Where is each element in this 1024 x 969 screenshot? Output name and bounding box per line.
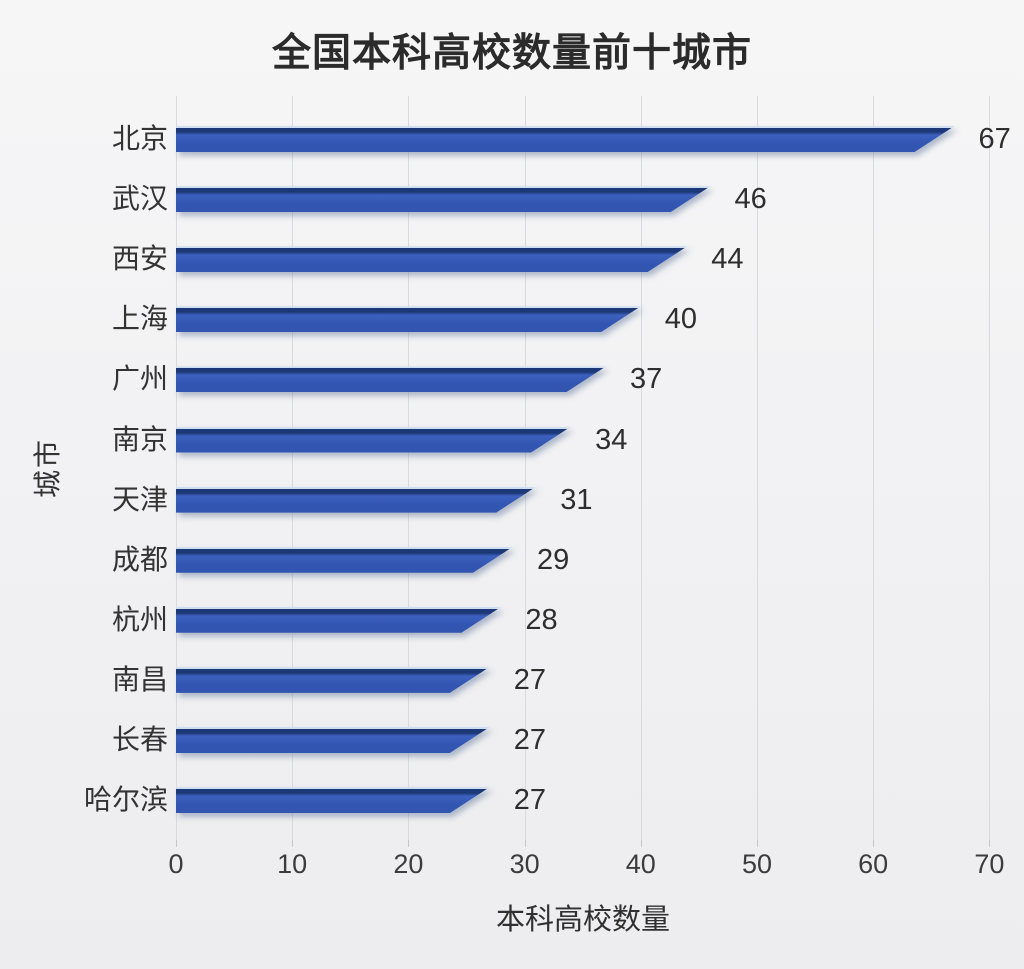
value-label: 40 xyxy=(664,303,698,336)
gridline xyxy=(640,96,642,845)
value-label: 31 xyxy=(560,483,593,516)
bar-row: 哈尔滨 27 xyxy=(0,784,1024,817)
gridline xyxy=(524,96,526,845)
bar-fill xyxy=(176,787,490,813)
value-label: 27 xyxy=(513,663,546,696)
x-axis-tick xyxy=(873,840,875,847)
bar-fill xyxy=(176,667,490,693)
bar-row: 杭州 28 xyxy=(0,603,1024,636)
bar-fill xyxy=(176,727,490,753)
x-axis-tick xyxy=(176,840,177,847)
value-label: 37 xyxy=(629,363,663,396)
bar-row: 天津 31 xyxy=(0,483,1024,516)
bar xyxy=(176,306,641,332)
category-label: 杭州 xyxy=(111,603,168,635)
category-label: 南京 xyxy=(111,423,168,455)
category-label: 哈尔滨 xyxy=(83,784,168,816)
x-axis-tick xyxy=(408,840,410,847)
bar-row: 上海 40 xyxy=(0,303,1024,336)
value-label: 34 xyxy=(595,423,628,456)
x-axis-tick-label: 70 xyxy=(974,849,1005,879)
bar xyxy=(176,246,687,272)
x-axis-tick-label: 10 xyxy=(277,849,308,879)
x-axis-tick-label: 60 xyxy=(858,849,889,879)
bar xyxy=(176,487,536,513)
bar xyxy=(176,727,490,753)
value-label: 46 xyxy=(734,183,767,216)
category-label: 北京 xyxy=(111,123,168,154)
x-axis-tick-label: 20 xyxy=(393,849,424,879)
x-axis-tick xyxy=(524,840,526,847)
bar xyxy=(176,667,490,693)
bar-row: 西安 44 xyxy=(0,243,1024,276)
category-label: 西安 xyxy=(111,243,168,275)
bar xyxy=(176,787,490,813)
bar-row: 南京 34 xyxy=(0,423,1024,456)
category-label: 上海 xyxy=(111,303,168,335)
gridline xyxy=(176,96,177,845)
value-label: 28 xyxy=(525,603,558,636)
bar-row: 广州 37 xyxy=(0,363,1024,396)
value-label: 44 xyxy=(711,243,744,276)
bar-row: 武汉 46 xyxy=(0,183,1024,216)
x-axis-tick-label: 0 xyxy=(168,849,184,879)
gridline xyxy=(873,96,875,845)
bar-fill xyxy=(176,607,501,633)
category-label: 广州 xyxy=(111,363,168,395)
gridline xyxy=(757,96,758,845)
bar-fill xyxy=(176,427,571,453)
value-label: 27 xyxy=(513,784,546,817)
bar-row: 成都 29 xyxy=(0,543,1024,576)
x-axis-tick xyxy=(292,840,294,847)
x-axis-tick xyxy=(640,840,642,847)
category-label: 天津 xyxy=(111,483,168,515)
bar xyxy=(176,547,513,573)
bar-fill xyxy=(176,487,536,513)
bar-row: 南昌 27 xyxy=(0,663,1024,696)
bar-fill xyxy=(176,547,513,573)
bar-row: 北京 67 xyxy=(0,123,1024,155)
bar-fill xyxy=(176,246,687,272)
bar xyxy=(176,366,606,392)
x-axis-tick-label: 40 xyxy=(625,849,656,879)
bar xyxy=(176,186,711,212)
bar-fill xyxy=(176,306,641,332)
bar xyxy=(176,607,501,633)
bar-row: 长春 27 xyxy=(0,724,1024,756)
x-axis-tick-label: 50 xyxy=(741,849,773,879)
bar xyxy=(176,126,955,152)
gridline xyxy=(989,96,991,845)
gridline xyxy=(408,96,410,845)
bar-fill xyxy=(176,366,606,392)
bar-fill xyxy=(176,186,711,212)
x-axis-tick xyxy=(989,840,991,847)
category-label: 武汉 xyxy=(111,183,168,215)
bar-fill xyxy=(176,126,955,152)
category-label: 南昌 xyxy=(111,663,168,695)
x-axis-tick xyxy=(757,840,758,847)
value-label: 67 xyxy=(978,123,1011,155)
chart-title: 全国本科高校数量前十城市 xyxy=(271,32,752,75)
value-label: 29 xyxy=(536,543,570,576)
x-axis-tick-label: 30 xyxy=(509,849,540,879)
value-label: 27 xyxy=(513,724,546,756)
x-axis-title: 本科高校数量 xyxy=(495,904,671,936)
bar xyxy=(176,427,571,453)
category-label: 长春 xyxy=(111,724,168,755)
gridline xyxy=(292,96,294,845)
category-label: 成都 xyxy=(111,543,168,575)
